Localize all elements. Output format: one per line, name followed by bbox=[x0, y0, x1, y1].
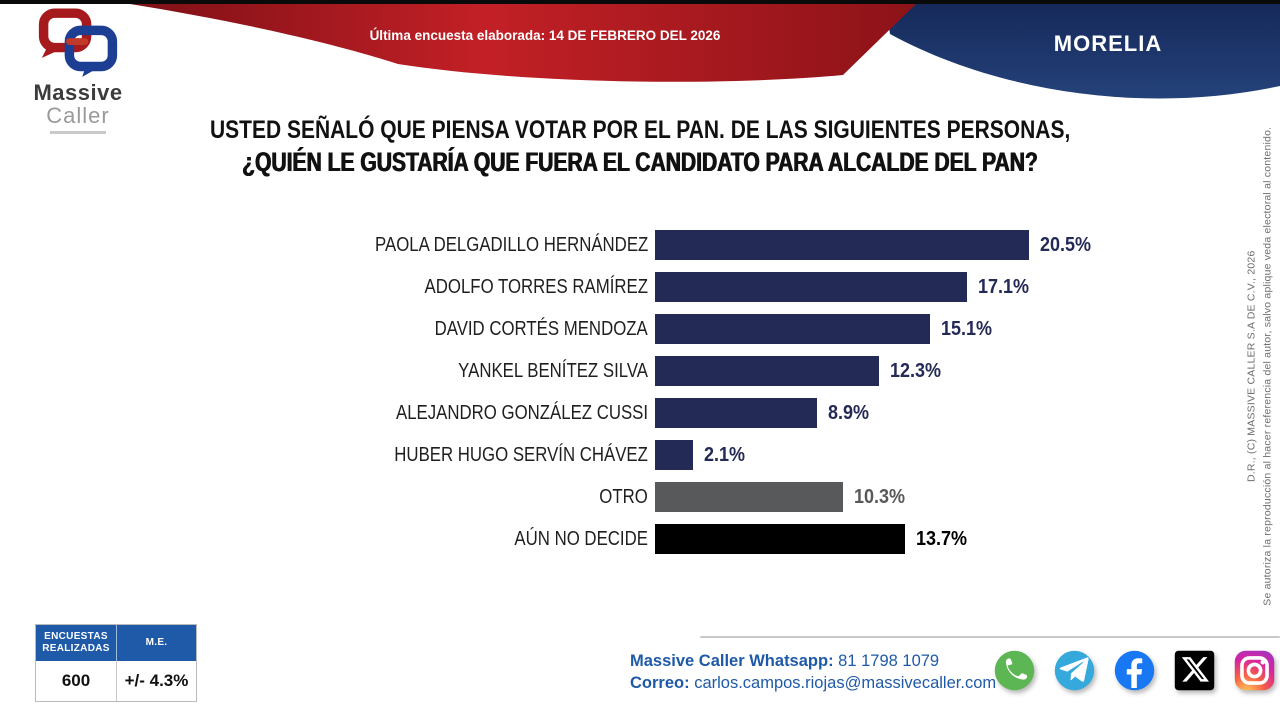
stats-value-encuestas: 600 bbox=[61, 671, 91, 690]
bar-category-label: ADOLFO TORRES RAMÍREZ bbox=[424, 275, 648, 298]
banner-date-text: Última encuesta elaborada: 14 DE FEBRERO… bbox=[370, 28, 721, 43]
bar bbox=[655, 524, 905, 554]
bar-chart: PAOLA DELGADILLO HERNÁNDEZ 20.5% ADOLFO TO… bbox=[0, 230, 1280, 566]
stats-header-encuestas: ENCUESTAS REALIZADAS bbox=[42, 630, 110, 655]
facebook-icon[interactable] bbox=[1113, 649, 1156, 692]
logo-text-massive: Massive bbox=[33, 80, 123, 105]
bar-value-label: 12.3% bbox=[890, 359, 942, 382]
contact-email-address: carlos.campos.riojas@massivecaller.com bbox=[694, 674, 997, 693]
social-icons bbox=[993, 649, 1276, 692]
bar-category-label: ALEJANDRO GONZÁLEZ CUSSI bbox=[395, 401, 648, 424]
bar-value-label: 8.9% bbox=[828, 401, 870, 424]
bar-category-label: YANKEL BENÍTEZ SILVA bbox=[458, 359, 648, 382]
bar-category-label: HUBER HUGO SERVÍN CHÁVEZ bbox=[394, 443, 648, 466]
bar bbox=[655, 440, 694, 470]
chart-row: DAVID CORTÉS MENDOZA 15.1% bbox=[0, 314, 1280, 344]
bar bbox=[655, 230, 1029, 260]
logo-text-caller: Caller bbox=[46, 103, 110, 128]
instagram-icon[interactable] bbox=[1233, 649, 1276, 692]
logo-speech-bubbles-icon bbox=[38, 8, 118, 77]
bar-category-label: OTRO bbox=[599, 485, 648, 508]
copyright-notice: D.R., (C) MASSIVE CALLER S.A DE C.V., 20… bbox=[1244, 106, 1277, 626]
contact-whatsapp-label: Massive Caller Whatsapp: bbox=[630, 652, 834, 670]
bar-value-label: 20.5% bbox=[1039, 233, 1091, 256]
chart-row: ALEJANDRO GONZÁLEZ CUSSI 8.9% bbox=[0, 398, 1280, 428]
bar-value-label: 10.3% bbox=[853, 485, 905, 508]
stats-value-me: +/- 4.3% bbox=[116, 661, 196, 701]
massive-caller-logo: Massive Caller bbox=[24, 8, 132, 134]
bar bbox=[655, 356, 880, 386]
question-title: USTED SEÑALÓ QUE PIENSA VOTAR POR EL PAN… bbox=[0, 116, 1280, 178]
bar-value-label: 17.1% bbox=[977, 275, 1029, 298]
header-banner: Última encuesta elaborada: 14 DE FEBRERO… bbox=[130, 4, 1280, 99]
navy-ribbon-shape bbox=[886, 4, 1280, 99]
bar bbox=[655, 482, 843, 512]
question-title-line1: USTED SEÑALÓ QUE PIENSA VOTAR POR EL PAN… bbox=[209, 116, 1071, 144]
chart-row: OTRO 10.3% bbox=[0, 482, 1280, 512]
contact-whatsapp-number: 81 1798 1079 bbox=[838, 652, 940, 670]
stats-table-value-row: 600 +/- 4.3% bbox=[36, 661, 196, 701]
red-ribbon-shape bbox=[130, 4, 916, 82]
bar bbox=[655, 398, 818, 428]
question-title-line2: ¿QUIÉN LE GUSTARÍA QUE FUERA EL CANDIDAT… bbox=[242, 147, 1038, 177]
bar-category-label: DAVID CORTÉS MENDOZA bbox=[434, 317, 648, 340]
survey-stats-table: ENCUESTAS REALIZADAS M.E. 600 +/- 4.3% bbox=[35, 624, 197, 702]
footer-divider-line bbox=[700, 636, 1280, 638]
bar-value-label: 2.1% bbox=[704, 443, 746, 466]
stats-table-header-row: ENCUESTAS REALIZADAS M.E. bbox=[36, 625, 196, 661]
whatsapp-icon[interactable] bbox=[993, 649, 1036, 692]
chart-row: AÚN NO DECIDE 13.7% bbox=[0, 524, 1280, 554]
copyright-line1: D.R., (C) MASSIVE CALLER S.A DE C.V., 20… bbox=[1245, 250, 1258, 483]
bar-category-label: PAOLA DELGADILLO HERNÁNDEZ bbox=[374, 233, 648, 256]
stats-header-me: M.E. bbox=[116, 625, 196, 661]
chart-row: PAOLA DELGADILLO HERNÁNDEZ 20.5% bbox=[0, 230, 1280, 260]
bar-value-label: 13.7% bbox=[915, 527, 967, 550]
x-icon[interactable] bbox=[1173, 649, 1216, 692]
bar-value-label: 15.1% bbox=[941, 317, 993, 340]
bar bbox=[655, 272, 967, 302]
region-label: MORELIA bbox=[1054, 31, 1162, 56]
contact-whatsapp-line: Massive Caller Whatsapp: 81 1798 1079 bbox=[630, 650, 996, 672]
contact-email-line: Correo: carlos.campos.riojas@massivecall… bbox=[630, 672, 996, 694]
bar bbox=[655, 314, 931, 344]
top-black-strip bbox=[0, 0, 1280, 4]
contact-email-label: Correo: bbox=[630, 674, 690, 693]
contact-info: Massive Caller Whatsapp: 81 1798 1079 Co… bbox=[630, 650, 996, 695]
copyright-line2: Se autoriza la reproducción al hacer ref… bbox=[1262, 126, 1274, 606]
telegram-icon[interactable] bbox=[1053, 649, 1096, 692]
chart-row: HUBER HUGO SERVÍN CHÁVEZ 2.1% bbox=[0, 440, 1280, 470]
chart-row: ADOLFO TORRES RAMÍREZ 17.1% bbox=[0, 272, 1280, 302]
chart-row: YANKEL BENÍTEZ SILVA 12.3% bbox=[0, 356, 1280, 386]
logo-tagline bbox=[50, 131, 106, 134]
bar-category-label: AÚN NO DECIDE bbox=[514, 527, 648, 550]
